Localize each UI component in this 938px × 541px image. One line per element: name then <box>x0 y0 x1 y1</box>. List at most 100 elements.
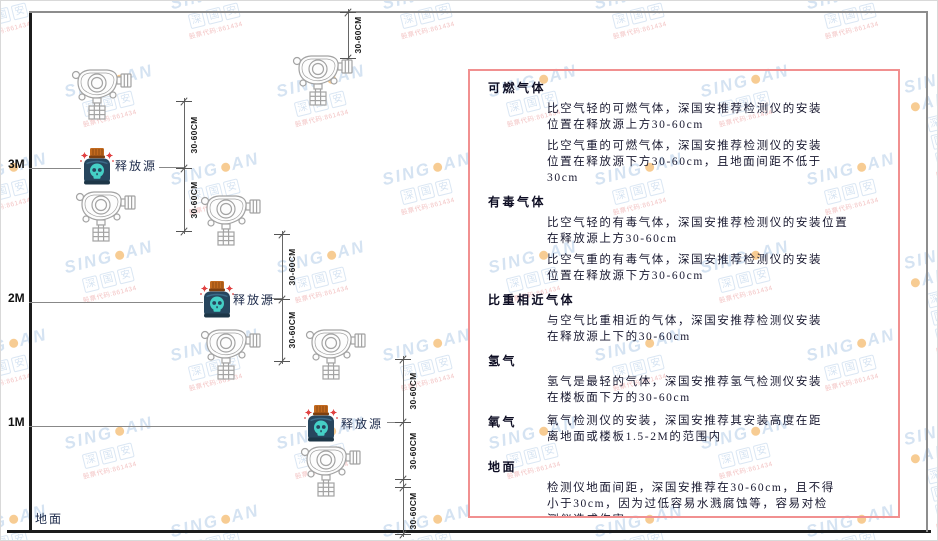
watermark-stock-code: 股票代码:861434 <box>935 519 938 532</box>
watermark-cn-char: 深 <box>925 466 937 485</box>
panel-section: 氧气 氧气检测仪的安装，深国安推荐其安装高度在距 离地面或楼板1.5-2M的范围内 <box>488 413 898 445</box>
gas-detector-icon <box>198 191 262 252</box>
watermark-cn-char: 国 <box>841 6 860 25</box>
panel-section-title: 地面 <box>488 460 518 474</box>
watermark-stock-code: 股票代码:861434 <box>82 284 138 305</box>
height-label: 2M <box>8 291 25 305</box>
watermark-cn-char: 国 <box>1 6 12 25</box>
brand-dot-icon <box>325 249 337 261</box>
watermark-cn-char: 安 <box>116 442 135 461</box>
brand-dot-icon <box>909 100 921 112</box>
watermark-cn-char: 国 <box>1 182 12 201</box>
panel-section-body: 检测仪地面间距，深国安推荐在30-60cm，且不得 小于30cm，因为过低容易水溅… <box>547 480 898 516</box>
watermark-cn-char: 国 <box>841 534 860 540</box>
watermark-stock-code: 股票代码:861434 <box>294 284 350 305</box>
brand-dot-icon <box>219 161 231 173</box>
brand-dot-icon <box>431 513 443 525</box>
watermark-cn-char: 深 <box>399 187 418 206</box>
info-panel: 可燃气体 比空气轻的可燃气体，深国安推荐检测仪的安装 位置在释放源上方30-60cm… <box>468 69 900 518</box>
panel-text-line: 位置在释放源上方30-60cm <box>547 119 704 131</box>
watermark-cn-char: 深 <box>611 11 630 30</box>
source-connector-line <box>261 298 282 299</box>
watermark-cn-char: 安 <box>434 354 453 373</box>
brand-dot-icon <box>113 249 125 261</box>
watermark-cn-char: 国 <box>629 534 648 540</box>
watermark-cn-char: 深 <box>925 114 937 133</box>
watermark-cn-char: 国 <box>99 270 118 289</box>
panel-paragraph: 氧气检测仪的安装，深国安推荐其安装高度在距 离地面或楼板1.5-2M的范围内 <box>547 413 822 445</box>
panel-text-line: 离地面或楼板1.5-2M的范围内 <box>547 431 722 443</box>
dimension-line <box>348 9 349 61</box>
watermark-cn-char: 深 <box>81 451 100 470</box>
dimension-label: 30-60CM <box>287 311 297 349</box>
gas-detector-icon <box>198 325 262 386</box>
watermark-cn-char: 安 <box>10 354 29 373</box>
watermark-cn-char: 国 <box>417 182 436 201</box>
panel-text-line: 位置在释放源下方30-60cm <box>547 270 704 282</box>
dimension-label: 30-60CM <box>189 115 199 154</box>
source-connector-line <box>159 167 184 168</box>
watermark-cn-text: 深国安 <box>81 433 160 470</box>
watermark-cn-char: 国 <box>629 6 648 25</box>
watermark-cn-char: 国 <box>930 307 937 327</box>
watermark-brand-text: SINGAN <box>901 242 938 290</box>
panel-text-line: 比空气重的可燃气体，深国安推荐检测仪的安装 <box>547 140 823 152</box>
watermark-cn-char: 深 <box>399 11 418 30</box>
panel-text-line: 检测仪地面间距，深国安推荐在30-60cm，且不得 <box>547 482 835 494</box>
watermark-cn-char: 深 <box>187 11 206 30</box>
watermark-cn-text: 深国安 <box>187 1 266 30</box>
release-source-label: 释放源 <box>341 417 384 431</box>
release-source-label: 释放源 <box>233 293 276 307</box>
panel-section: 有毒气体 比空气轻的有毒气体，深国安推荐检测仪的安装位置 在释放源上方30-60cm… <box>488 193 898 284</box>
watermark-cn-text: 深国安 <box>611 1 690 30</box>
gas-detector-icon <box>303 325 367 386</box>
panel-section: 氢气 氢气是最轻的气体，深国安推荐氢气检测仪安装 在楼板面下方的30-60cm <box>488 352 898 406</box>
watermark-cn-char: 国 <box>930 131 937 151</box>
panel-section-body: 与空气比重相近的气体，深国安推荐检测仪安装 在释放源上下的30-60cm <box>547 313 898 345</box>
watermark-cn-char: 深 <box>925 290 937 309</box>
panel-section-body: 氢气是最轻的气体，深国安推荐氢气检测仪安装 在楼板面下方的30-60cm <box>547 374 898 406</box>
panel-text-line: 在释放源上下的30-60cm <box>547 331 691 343</box>
panel-text-line: 30cm <box>547 172 579 184</box>
watermark-cn-char: 国 <box>417 6 436 25</box>
watermark-stock-code: 股票代码:861434 <box>188 20 244 41</box>
panel-section: 可燃气体 比空气轻的可燃气体，深国安推荐检测仪的安装 位置在释放源上方30-60cm… <box>488 79 898 186</box>
watermark-cn-text: 深国安 <box>399 169 478 206</box>
panel-paragraph: 比空气轻的可燃气体，深国安推荐检测仪的安装 位置在释放源上方30-60cm <box>547 101 898 133</box>
watermark-stock-code: 股票代码:861434 <box>612 20 668 41</box>
watermark-cn-text: 深国安 <box>399 1 478 30</box>
height-reference-line <box>29 426 306 427</box>
watermark-cn-text: 深国安 <box>1 345 54 381</box>
watermark-cn-char: 国 <box>99 446 118 465</box>
watermark-cn-text: 深国安 <box>823 1 902 30</box>
panel-text-line: 比空气重的有毒气体，深国安推荐检测仪的安装 <box>547 254 823 266</box>
brand-dot-icon <box>219 513 231 525</box>
watermark-cn-char: 安 <box>116 266 135 285</box>
watermark-cn-char: 安 <box>434 178 453 197</box>
height-label: 3M <box>8 157 25 171</box>
ground-line <box>7 530 931 533</box>
dimension-label: 30-60CM <box>408 491 418 530</box>
watermark-cn-char: 国 <box>205 6 224 25</box>
release-source-label: 释放源 <box>115 159 158 173</box>
release-source-icon <box>199 280 235 325</box>
wall-line <box>29 11 32 532</box>
ground-label: 地面 <box>35 512 64 526</box>
panel-text-line: 小于30cm，因为过低容易水溅腐蚀等，容易对检 <box>547 498 828 510</box>
watermark-cn-char: 安 <box>10 2 29 21</box>
brand-dot-icon <box>431 337 443 349</box>
panel-section-body: 氧气检测仪的安装，深国安推荐其安装高度在距 离地面或楼板1.5-2M的范围内 <box>547 413 822 445</box>
brand-dot-icon <box>909 276 921 288</box>
release-source-icon <box>79 147 115 192</box>
watermark-stock-code: 股票代码:861434 <box>935 343 938 356</box>
